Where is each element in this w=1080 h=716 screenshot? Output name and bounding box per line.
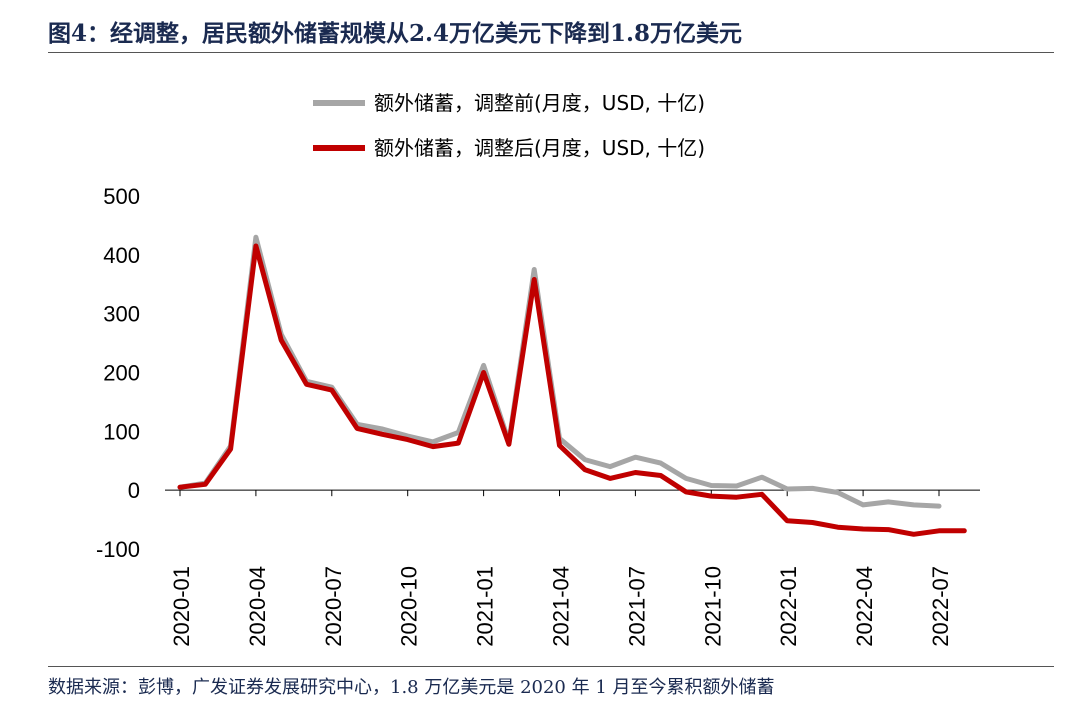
title-divider — [48, 52, 1054, 53]
source-note: 数据来源：彭博，广发证券发展研究中心，1.8 万亿美元是 2020 年 1 月至… — [48, 677, 775, 698]
series-line-before-adjustment — [177, 234, 942, 509]
y-tick-label: 100 — [103, 419, 140, 444]
y-tick-label: -100 — [96, 537, 140, 562]
legend: 额外储蓄，调整前(月度，USD, 十亿) 额外储蓄，调整后(月度，USD, 十亿) — [313, 91, 705, 160]
y-tick-label: 200 — [103, 361, 140, 386]
y-axis: 500 400 300 200 100 0 -100 — [96, 184, 140, 562]
x-tick-label: 2021-01 — [473, 566, 498, 647]
legend-label: 额外储蓄，调整前(月度，USD, 十亿) — [374, 91, 705, 115]
x-tick-label: 2020-01 — [169, 566, 194, 647]
legend-label: 额外储蓄，调整后(月度，USD, 十亿) — [374, 136, 705, 160]
x-tick-label: 2022-01 — [776, 566, 801, 647]
x-tick-label: 2022-07 — [928, 566, 953, 647]
series-lines — [177, 234, 967, 537]
source-divider — [48, 666, 1054, 667]
y-tick-label: 300 — [103, 302, 140, 327]
x-tick-label: 2020-10 — [397, 566, 422, 647]
x-tick-label: 2020-04 — [245, 566, 270, 647]
y-tick-label: 400 — [103, 243, 140, 268]
x-tick-label: 2021-10 — [700, 566, 725, 647]
x-tick-label: 2020-07 — [321, 566, 346, 647]
x-tick-label: 2022-04 — [852, 566, 877, 647]
series-line-after-adjustment — [177, 243, 967, 537]
x-tick-label: 2021-07 — [624, 566, 649, 647]
y-tick-label: 500 — [103, 184, 140, 209]
x-axis: 2020-01 2020-04 2020-07 2020-10 2021-01 2021-… — [165, 489, 980, 647]
y-tick-label: 0 — [128, 478, 140, 503]
chart-title: 图4：经调整，居民额外储蓄规模从2.4万亿美元下降到1.8万亿美元 — [48, 20, 743, 47]
x-tick-label: 2021-04 — [549, 566, 574, 647]
